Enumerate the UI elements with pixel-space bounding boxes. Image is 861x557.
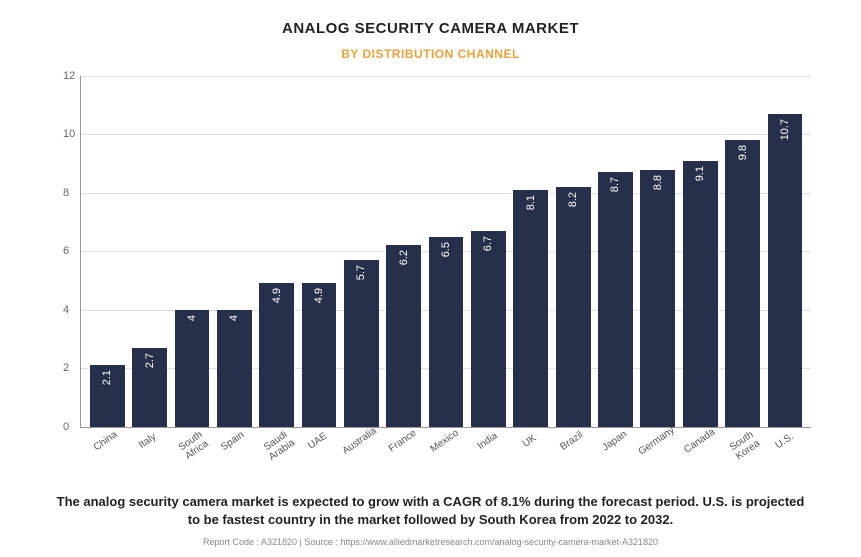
bar-value-label: 8.1 (525, 195, 537, 210)
bar-value-label: 2.1 (101, 370, 113, 385)
bar: 2.1 (90, 365, 125, 426)
x-tick-label: U.S. (761, 420, 824, 485)
bar-value-label: 4.9 (313, 288, 325, 303)
bar-wrap: 8.2 (552, 76, 594, 427)
y-tick-label: 6 (63, 245, 69, 257)
bar-wrap: 8.7 (594, 76, 636, 427)
bar-wrap: 6.5 (425, 76, 467, 427)
bar: 6.2 (386, 245, 421, 426)
bar: 6.7 (471, 231, 506, 427)
bar: 9.1 (683, 161, 718, 427)
bar-value-label: 8.2 (567, 192, 579, 207)
bar-wrap: 4 (171, 76, 213, 427)
bar-value-label: 4 (186, 315, 198, 321)
bar-wrap: 9.1 (679, 76, 721, 427)
bar: 9.8 (725, 140, 760, 426)
bar: 4.9 (302, 283, 337, 426)
y-tick-label: 8 (63, 187, 69, 199)
bar: 6.5 (429, 237, 464, 427)
bar-value-label: 2.7 (144, 353, 156, 368)
chart-subtitle: BY DISTRIBUTION CHANNEL (30, 47, 831, 61)
bar: 8.1 (513, 190, 548, 427)
bar: 4 (217, 310, 252, 427)
bar-wrap: 2.7 (128, 76, 170, 427)
chart-description: The analog security camera market is exp… (50, 493, 811, 529)
bar-value-label: 4.9 (271, 288, 283, 303)
bar: 5.7 (344, 260, 379, 427)
bar-wrap: 4 (213, 76, 255, 427)
bar-value-label: 8.7 (609, 177, 621, 192)
chart-area: 0246810122.12.7444.94.95.76.26.56.78.18.… (80, 76, 811, 428)
bar: 10.7 (768, 114, 803, 427)
bar-wrap: 9.8 (721, 76, 763, 427)
chart-title: ANALOG SECURITY CAMERA MARKET (30, 20, 831, 37)
report-code-label: Report Code : (203, 537, 261, 547)
bar-value-label: 6.5 (440, 242, 452, 257)
bars-group: 2.1 2.7 4 4 4.9 4.9 5.7 6.2 6.5 6.7 8.1 8.2 8.7 8.8 9.… (81, 76, 811, 427)
bar: 4 (175, 310, 210, 427)
y-tick-label: 0 (63, 421, 69, 433)
bar-wrap: 4.9 (255, 76, 297, 427)
bar-wrap: 2.1 (86, 76, 128, 427)
bar-wrap: 6.7 (467, 76, 509, 427)
chart-footer: Report Code : A321820 | Source : https:/… (30, 537, 831, 547)
bar-value-label: 8.8 (652, 175, 664, 190)
bar-wrap: 8.1 (510, 76, 552, 427)
bar: 2.7 (132, 348, 167, 427)
bar-value-label: 9.8 (737, 145, 749, 160)
bar-wrap: 6.2 (383, 76, 425, 427)
bar-value-label: 6.7 (482, 236, 494, 251)
bar-value-label: 4 (228, 315, 240, 321)
y-tick-label: 12 (63, 70, 75, 82)
bar: 8.8 (640, 170, 675, 427)
bar-value-label: 9.1 (694, 166, 706, 181)
bar: 8.2 (556, 187, 591, 427)
bar: 8.7 (598, 172, 633, 426)
bar-value-label: 5.7 (355, 265, 367, 280)
bar-value-label: 10.7 (779, 119, 791, 140)
y-tick-label: 4 (63, 304, 69, 316)
bar-value-label: 6.2 (398, 250, 410, 265)
bar-wrap: 10.7 (764, 76, 806, 427)
source-label: Source : (304, 537, 340, 547)
bar: 4.9 (259, 283, 294, 426)
report-code: A321820 (261, 537, 297, 547)
chart-container: 0246810122.12.7444.94.95.76.26.56.78.18.… (70, 76, 811, 478)
y-tick-label: 2 (63, 362, 69, 374)
bar-wrap: 5.7 (340, 76, 382, 427)
bar-wrap: 8.8 (637, 76, 679, 427)
bar-wrap: 4.9 (298, 76, 340, 427)
y-tick-label: 10 (63, 128, 75, 140)
x-axis-labels: ChinaItalySouth AfricaSpainSaudi ArabiaU… (80, 428, 811, 478)
source-url: https://www.alliedmarketresearch.com/ana… (340, 537, 658, 547)
